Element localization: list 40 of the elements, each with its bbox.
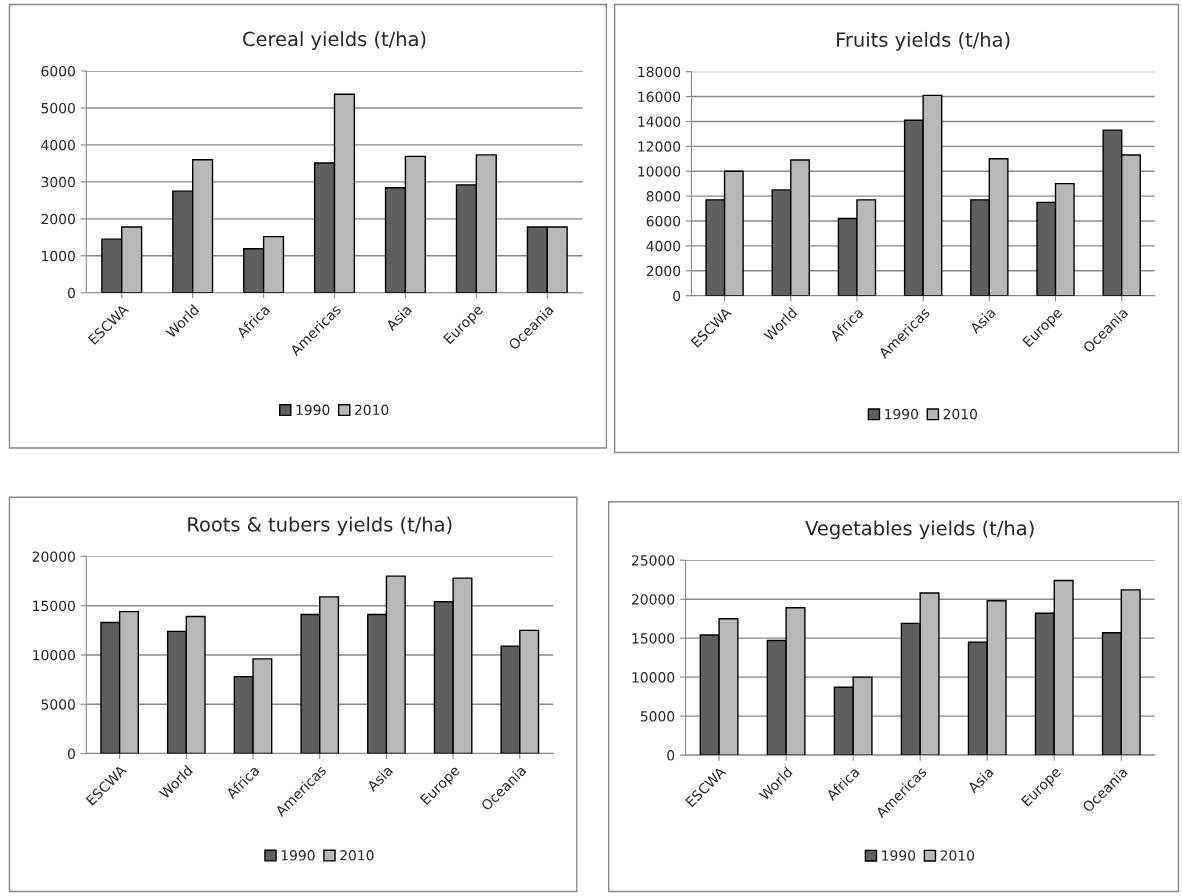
legend-label: 1990 [281, 850, 315, 861]
legend-label: 2010 [940, 850, 975, 861]
y-tick-label: 16000 [638, 91, 681, 103]
y-tick-label: 20000 [32, 551, 75, 562]
y-tick-label: 5000 [41, 699, 75, 710]
legend-label: 1990 [296, 404, 330, 416]
legend-label: 1990 [882, 850, 916, 861]
y-tick-label: 6000 [41, 65, 75, 77]
y-tick-label: 0 [667, 750, 675, 761]
y-tick-label: 10000 [638, 166, 681, 177]
legend-label: 2010 [354, 404, 389, 416]
y-tick-label: 3000 [41, 176, 75, 188]
y-tick-label: 25000 [631, 555, 675, 566]
y-tick-label: 15000 [632, 633, 675, 644]
legend-label: 2010 [340, 850, 374, 861]
chart-title: Fruits yields (t/ha) [837, 31, 1010, 51]
legend-label: 2010 [943, 408, 978, 420]
y-tick-label: 4000 [646, 240, 681, 252]
chart-title: Vegetables yields (t/ha) [805, 520, 1034, 540]
chart-title: Roots & tubers yields (t/ha) [188, 516, 452, 536]
y-tick-label: 5000 [41, 102, 75, 114]
y-tick-label: 8000 [646, 191, 681, 202]
y-tick-label: 20000 [631, 594, 675, 605]
y-tick-label: 15000 [33, 600, 75, 612]
y-tick-label: 18000 [638, 66, 681, 78]
y-tick-label: 14000 [638, 116, 681, 127]
y-tick-label: 4000 [41, 139, 75, 151]
legend-label: 1990 [885, 408, 919, 420]
y-tick-label: 10000 [33, 649, 75, 661]
y-tick-label: 1000 [42, 250, 75, 262]
chart-title: Cereal yields (t/ha) [243, 31, 426, 51]
y-tick-label: 0 [673, 290, 681, 302]
y-tick-label: 0 [67, 748, 75, 760]
y-tick-label: 10000 [632, 672, 675, 683]
y-tick-label: 2000 [41, 213, 75, 225]
y-tick-label: 12000 [638, 141, 681, 152]
y-tick-label: 2000 [646, 265, 681, 277]
y-tick-label: 5000 [640, 711, 675, 722]
y-tick-label: 6000 [646, 215, 681, 227]
y-tick-label: 0 [67, 287, 75, 299]
